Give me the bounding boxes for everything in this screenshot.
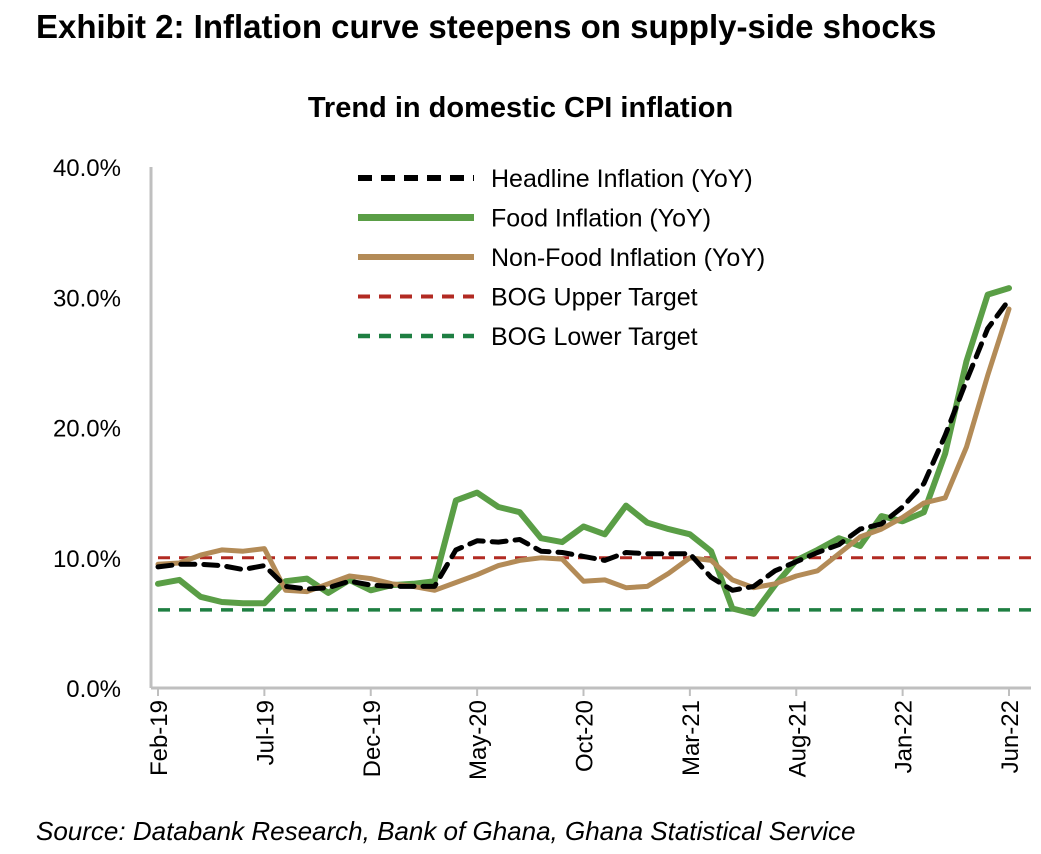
chart-ticks: 0.0% 10.0% 20.0% 30.0% 40.0% Feb-19 Jul-19 Dec-… <box>53 155 1024 780</box>
legend-label: Non-Food Inflation (YoY) <box>491 244 765 272</box>
x-tick-label: Oct-20 <box>572 700 599 772</box>
series-line-headline-inflation-yoy <box>155 297 1012 593</box>
y-tick-label: 40.0% <box>53 155 121 182</box>
x-tick-label: Feb-19 <box>146 700 173 776</box>
legend-label: BOG Lower Target <box>491 323 698 351</box>
y-tick-label: 30.0% <box>53 285 121 312</box>
chart-title: Trend in domestic CPI inflation <box>307 92 734 124</box>
y-tick-label: 10.0% <box>53 546 121 573</box>
x-tick-label: Jan-22 <box>891 700 918 773</box>
y-tick-label: 20.0% <box>53 416 121 443</box>
x-tick-label: Mar-21 <box>678 700 705 776</box>
legend-label: Food Inflation (YoY) <box>491 205 711 233</box>
x-tick-label: Dec-19 <box>359 700 386 777</box>
exhibit-title: Exhibit 2: Inflation curve steepens on s… <box>36 8 937 45</box>
x-tick-label: Aug-21 <box>784 700 811 777</box>
chart-axes <box>149 167 1031 690</box>
legend-label: BOG Upper Target <box>491 284 698 312</box>
chart-legend: Headline Inflation (YoY) Food Inflation (… <box>358 165 765 351</box>
x-tick-label: Jun-22 <box>997 700 1024 773</box>
y-tick-label: 0.0% <box>66 676 121 703</box>
x-tick-label: May-20 <box>465 700 492 780</box>
x-tick-label: Jul-19 <box>252 700 279 765</box>
legend-label: Headline Inflation (YoY) <box>491 165 753 193</box>
chart-series <box>155 285 1031 617</box>
series-line-non-food-inflation-yoy <box>155 306 1012 595</box>
source-note: Source: Databank Research, Bank of Ghana… <box>36 816 856 846</box>
